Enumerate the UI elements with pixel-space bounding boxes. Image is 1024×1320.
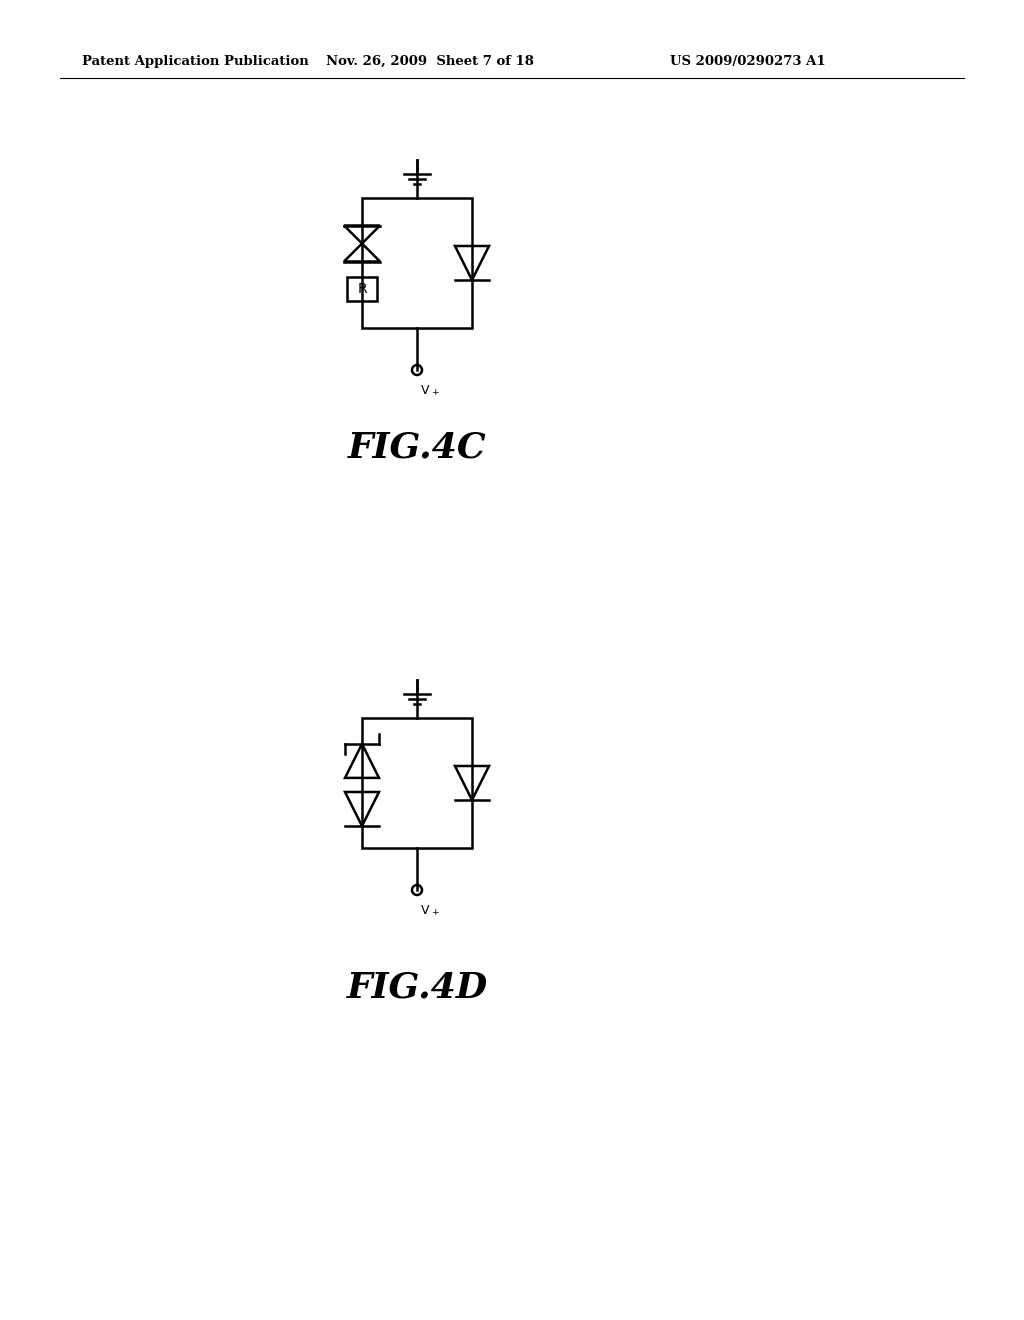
Text: Nov. 26, 2009  Sheet 7 of 18: Nov. 26, 2009 Sheet 7 of 18 (326, 55, 534, 69)
Bar (362, 198, 472, 327)
Text: V: V (421, 384, 429, 397)
Text: Patent Application Publication: Patent Application Publication (82, 55, 309, 69)
Text: R: R (357, 282, 367, 296)
Text: V: V (421, 904, 429, 917)
Text: +: + (431, 388, 438, 397)
Text: FIG.4D: FIG.4D (346, 970, 487, 1005)
Bar (347, 277, 377, 301)
Text: US 2009/0290273 A1: US 2009/0290273 A1 (670, 55, 825, 69)
Text: FIG.4C: FIG.4C (348, 430, 486, 465)
Bar (362, 718, 472, 847)
Text: +: + (431, 908, 438, 917)
